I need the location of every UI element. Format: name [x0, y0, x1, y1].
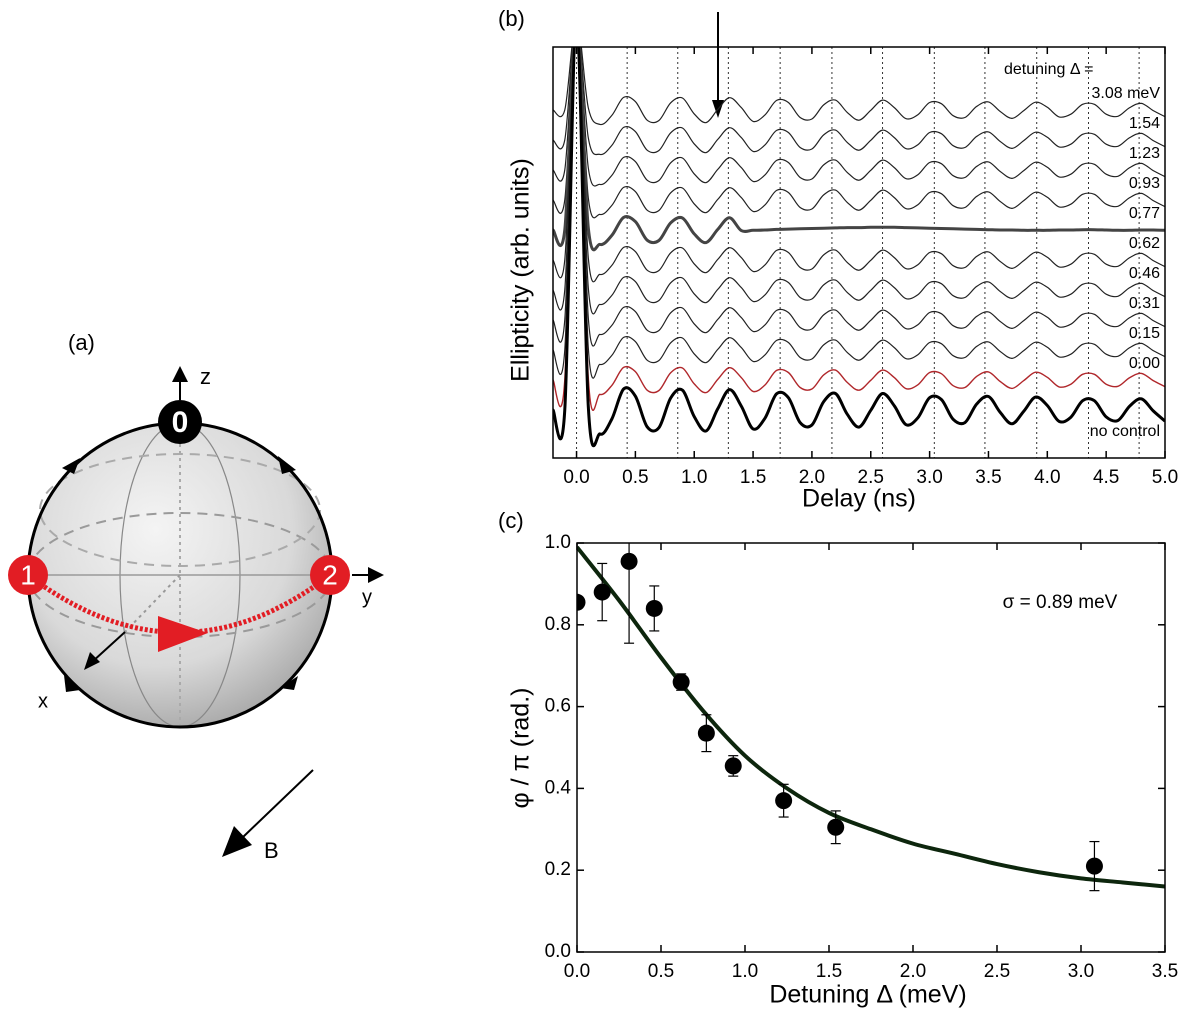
legend-label: no control: [1090, 423, 1160, 440]
x-tick-label: 1.0: [732, 961, 758, 982]
data-point: [697, 724, 715, 742]
state-label: 0: [172, 406, 189, 439]
trace: [553, 47, 1165, 448]
data-point: [672, 673, 690, 691]
x-arrow-head: [84, 652, 100, 670]
y-axis-title: φ / π (rad.): [507, 688, 535, 809]
z-arrow-head: [172, 366, 188, 382]
x-tick-label: 4.0: [1034, 467, 1060, 488]
bloch-sphere: (a) z y x 0 1 2 B: [8, 330, 384, 863]
annotation: σ = 0.89 meV: [1003, 592, 1118, 613]
data-point: [645, 599, 663, 617]
x-tick-label: 1.0: [681, 467, 707, 488]
x-tick-label: 2.5: [984, 961, 1010, 982]
x-axis-title: Detuning Δ (meV): [769, 981, 966, 1009]
x-axis-title: Delay (ns): [802, 485, 916, 513]
legend-label: 1.23: [1129, 145, 1160, 162]
data-point: [620, 552, 638, 570]
legend-label: 0.15: [1129, 325, 1160, 342]
legend-label: 0.46: [1129, 265, 1160, 282]
legend-label: 0.00: [1129, 355, 1160, 372]
data-point: [724, 757, 742, 775]
legend-title: detuning Δ =: [1004, 61, 1093, 78]
x-tick-label: 3.0: [1068, 961, 1094, 982]
x-tick-label: 0.5: [622, 467, 648, 488]
x-arrow: [91, 631, 126, 663]
state-label: 1: [20, 559, 36, 590]
x-tick-label: 3.5: [975, 467, 1001, 488]
plot-area: [553, 47, 1165, 448]
field-label: B: [264, 838, 279, 863]
trace: [553, 47, 1165, 187]
legend-label: 0.77: [1129, 205, 1160, 222]
x-tick-label: 2.0: [900, 961, 926, 982]
trace: [553, 47, 1165, 156]
state-label: 2: [322, 559, 338, 590]
circle-arrow: [280, 676, 298, 690]
y-tick-label: 0.6: [545, 696, 571, 717]
legend-label: 0.93: [1129, 175, 1160, 192]
y-tick-label: 0.2: [545, 859, 571, 880]
state-marker: [310, 555, 350, 595]
legend-label: 0.62: [1129, 235, 1160, 252]
panel-label: (b): [498, 6, 525, 31]
axis-label: z: [200, 364, 211, 389]
x-tick-label: 4.5: [1093, 467, 1119, 488]
x-tick-label: 0.0: [564, 961, 590, 982]
state-marker: [158, 400, 202, 444]
plot-frame: [576, 542, 1166, 953]
x-tick-label: 1.5: [816, 961, 842, 982]
trace: [553, 47, 1165, 252]
x-tick-label: 3.5: [1152, 961, 1178, 982]
circle-arrow: [64, 675, 80, 692]
y-tick-label: 0.0: [545, 941, 571, 962]
circle-arrow: [62, 458, 80, 474]
y-tick-label: 0.4: [545, 777, 572, 798]
trace: [553, 47, 1165, 283]
x-tick-label: 2.0: [799, 467, 825, 488]
legend-label: 3.08 meV: [1092, 85, 1161, 102]
state-marker: [8, 555, 48, 595]
trace: [553, 47, 1165, 126]
x-tick-label: 1.5: [740, 467, 766, 488]
rotation-path: [26, 573, 332, 635]
circle-arrow: [278, 456, 296, 474]
field-arrow-head: [222, 826, 252, 857]
plot-area: [577, 543, 1165, 892]
rotation-arrow: [158, 616, 208, 652]
x-tick-label: 3.0: [916, 467, 942, 488]
data-point: [577, 593, 586, 611]
legend-label: 0.31: [1129, 295, 1160, 312]
plot-frame: [552, 46, 1166, 459]
trace: [553, 47, 1165, 315]
trace: [553, 47, 1165, 379]
data-point: [827, 818, 845, 836]
axis-label: x: [38, 690, 48, 712]
x-tick-label: 0.5: [648, 961, 674, 982]
field-arrow: [241, 769, 314, 839]
data-point: [775, 792, 793, 810]
x-tick-label: 2.5: [858, 467, 884, 488]
y-tick-label: 0.8: [545, 614, 571, 635]
x-tick-label: 0.0: [563, 467, 589, 488]
data-point: [1085, 857, 1103, 875]
y-tick-label: 1.0: [545, 532, 571, 553]
legend-label: 1.54: [1129, 115, 1160, 132]
y-axis-title: Ellipticity (arb. units): [507, 158, 535, 382]
axis-label: y: [362, 586, 372, 608]
x-tick-label: 5.0: [1152, 467, 1178, 488]
y-arrow-head: [368, 567, 384, 583]
trace: [553, 47, 1165, 411]
data-point: [593, 583, 611, 601]
panel-label: (c): [498, 508, 524, 533]
panel-label: (a): [68, 330, 95, 355]
trace: [553, 47, 1165, 347]
fit-curve: [577, 545, 1165, 889]
trace: [553, 47, 1165, 219]
